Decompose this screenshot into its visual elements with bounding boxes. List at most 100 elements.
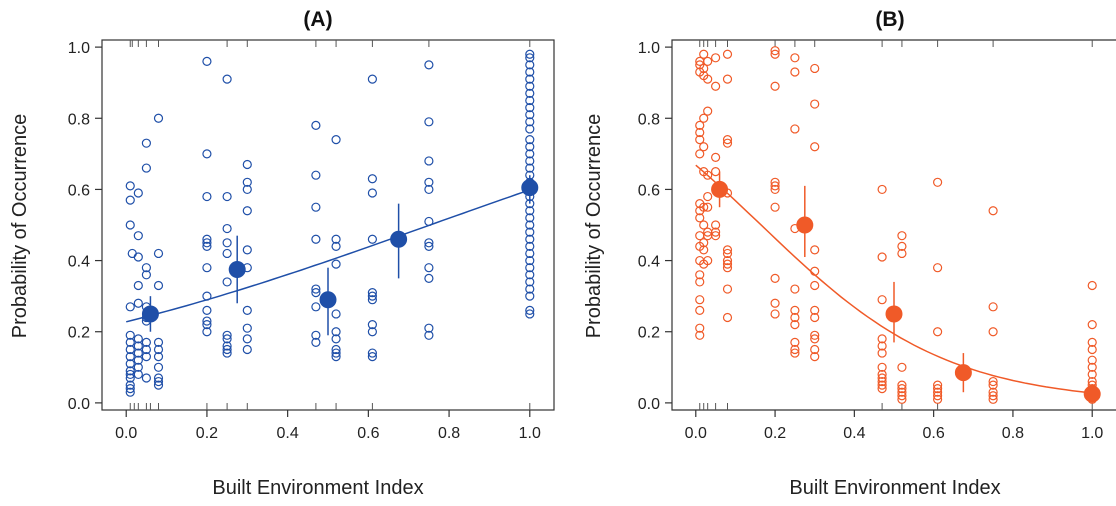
panel-a-data-point xyxy=(133,231,143,241)
panel-a-y-tick-label: 0.8 xyxy=(68,111,90,128)
panel-b-data-point xyxy=(897,362,907,372)
panel-a-data-point xyxy=(525,124,535,134)
panel-a-data-point xyxy=(125,380,135,390)
panel-b-data-point xyxy=(1087,369,1097,380)
panel-b-data-point xyxy=(810,99,820,109)
panel-b-data-point xyxy=(877,341,887,351)
panel-a-data-point xyxy=(424,241,434,251)
panel-b-data-point xyxy=(877,376,887,387)
panel-a-data-point xyxy=(424,323,434,333)
panel-a-data-point xyxy=(525,284,535,294)
panel-a-data-point xyxy=(125,195,135,205)
panel-a-data-point xyxy=(331,327,341,337)
panel-b-data-point xyxy=(711,152,721,163)
panel-b-data-point xyxy=(897,387,907,397)
panel-b-data-point xyxy=(790,348,800,358)
panel-a-data-point xyxy=(311,120,321,130)
panel-a-data-point xyxy=(525,291,535,301)
panel-b-data-point xyxy=(810,245,820,255)
panel-a-data-point xyxy=(202,234,212,244)
panel-a-data-point xyxy=(133,298,143,308)
panel-a-data-point xyxy=(141,270,151,280)
panel-a-data-point xyxy=(367,348,377,358)
panel-b-data-point xyxy=(770,181,780,191)
panel-a-data-point xyxy=(525,117,535,127)
panel-b-data-point xyxy=(933,391,943,401)
panel-a-data-point xyxy=(311,284,321,294)
panel-a-data-point xyxy=(525,255,535,266)
panel-b-data-point xyxy=(699,202,709,212)
panel-a-data-point xyxy=(331,234,341,244)
panel-b-data-point xyxy=(988,302,998,312)
panel-a-data-point xyxy=(133,362,143,372)
panel-a-x-tick-label: 0.6 xyxy=(357,425,379,442)
panel-b-data-point xyxy=(988,394,998,404)
panel-a-data-point xyxy=(525,53,535,63)
panel-a-data-point xyxy=(242,323,252,333)
panel-a-y-axis-label: Probability of Occurrence xyxy=(9,114,31,339)
panel-a-x-tick-label: 0.8 xyxy=(438,425,460,442)
panel-a-data-point xyxy=(424,263,434,273)
panel-a-data-point xyxy=(424,273,434,283)
panel-b-data-point xyxy=(897,384,907,394)
panel-b-data-point xyxy=(699,238,709,248)
panel-b-data-point xyxy=(810,312,820,323)
panel-b-mean-point xyxy=(885,305,903,323)
panel-b-data-point xyxy=(695,135,705,145)
panel-b-data-point xyxy=(722,259,733,269)
panel-a-data-point xyxy=(331,344,341,355)
panel-b-data-point xyxy=(711,53,721,63)
panel-b-y-tick-label: 0.4 xyxy=(638,254,660,271)
panel-b-data-point xyxy=(877,252,887,262)
panel-a-data-point xyxy=(222,334,232,344)
panel-a-data-point xyxy=(125,384,135,394)
panel-a-data-point xyxy=(127,248,137,259)
panel-a-data-point xyxy=(525,60,535,70)
panel-b-data-point xyxy=(695,330,705,340)
panel-b-data-point xyxy=(933,177,943,187)
panel-a-data-point xyxy=(141,352,151,362)
panel-b-data-point xyxy=(897,380,907,390)
panel-a-frame xyxy=(101,39,555,411)
panel-a-data-point xyxy=(367,188,377,198)
panel-a-data-point xyxy=(525,305,535,315)
panel-a-data-point xyxy=(242,334,252,344)
panel-a-data-point xyxy=(222,74,232,84)
panel-b-x-tick-label: 0.4 xyxy=(843,425,865,442)
panel-b-data-point xyxy=(722,74,733,84)
panel-b-data-point xyxy=(897,391,907,401)
panel-b-data-point xyxy=(770,46,780,56)
panel-b-x-tick-label: 1.0 xyxy=(1081,425,1103,442)
panel-b-data-point xyxy=(877,348,887,358)
panel-a-data-point xyxy=(331,309,341,319)
panel-b-data-point xyxy=(695,127,705,138)
panel-b-data-point xyxy=(933,394,943,404)
panel-b-data-point xyxy=(695,120,705,130)
panel-a-data-point xyxy=(125,352,135,362)
panel-a-data-point xyxy=(125,366,135,376)
panel-b-fit-curve xyxy=(695,164,1093,394)
panel-b-data-point xyxy=(695,213,705,223)
panel-a-data-point xyxy=(202,320,212,330)
panel-b-data-point xyxy=(699,142,709,152)
panel-a-x-tick-label: 0.0 xyxy=(115,425,137,442)
panel-b-data-point xyxy=(699,245,709,255)
panel-a-data-point xyxy=(125,344,135,355)
panel-a-data-point xyxy=(133,280,143,291)
panel-b-data-point xyxy=(877,384,887,394)
panel-a-data-point xyxy=(525,309,535,319)
panel-b-data-point xyxy=(770,184,780,195)
panel-a-data-point xyxy=(153,280,164,291)
panel-b-data-point xyxy=(790,337,800,348)
panel-a-data-point xyxy=(367,327,377,337)
panel-b-data-point xyxy=(1087,337,1097,348)
panel-a-data-point xyxy=(525,234,535,244)
panel-b-data-point xyxy=(722,263,733,273)
panel-a-data-point xyxy=(222,330,232,340)
panel-b-data-point xyxy=(988,387,998,397)
panel-a-data-point xyxy=(133,355,143,365)
panel-a-data-point xyxy=(367,320,377,330)
panel-a-x-axis-label: Built Environment Index xyxy=(212,477,423,499)
panel-a-data-point xyxy=(525,220,535,230)
panel-b-y-axis-label: Probability of Occurrence xyxy=(583,114,605,339)
